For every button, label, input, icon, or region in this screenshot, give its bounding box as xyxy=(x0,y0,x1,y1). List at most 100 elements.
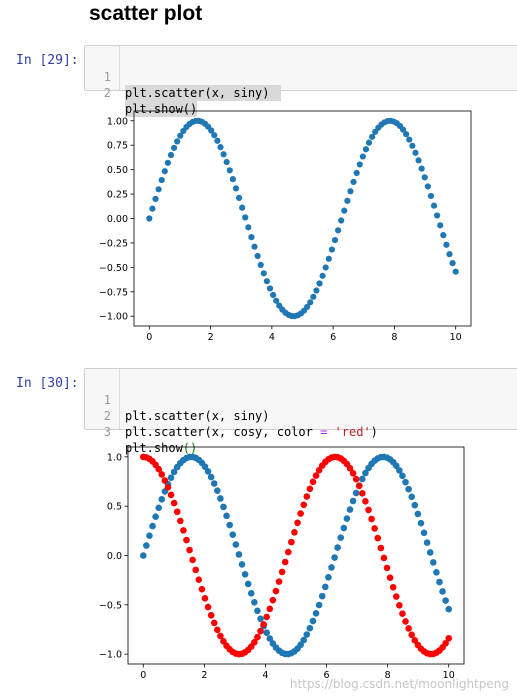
data-point-sin xyxy=(152,513,159,521)
data-point-sin xyxy=(340,524,348,532)
data-point-sin xyxy=(239,204,246,211)
data-point-sin xyxy=(343,515,351,522)
code-line[interactable]: 2 plt.scatter(x, cosy, color = 'red') xyxy=(85,392,378,439)
data-point-cos xyxy=(161,477,169,484)
code-token: plt.scatter(x, cosy, color xyxy=(125,425,321,439)
data-point-sin xyxy=(399,472,406,480)
data-point-sin xyxy=(445,605,453,613)
data-point-sin xyxy=(421,174,428,181)
y-tick-label: 0.75 xyxy=(107,141,128,152)
data-point-sin xyxy=(427,192,435,200)
data-point-sin xyxy=(408,493,416,501)
data-point-sin xyxy=(331,554,338,561)
data-point-sin xyxy=(344,197,351,204)
y-tick-label: −0.75 xyxy=(99,287,128,298)
data-point-sin xyxy=(300,636,308,644)
data-point-cos xyxy=(359,490,366,497)
data-point-cos xyxy=(164,484,172,491)
data-point-sin xyxy=(155,504,162,512)
code-line[interactable]: 1 plt.scatter(x, siny) xyxy=(85,376,270,423)
data-point-sin xyxy=(207,473,215,481)
data-point-cos xyxy=(269,596,277,604)
data-point-cos xyxy=(291,529,298,536)
x-tick-label: 4 xyxy=(269,332,275,343)
x-tick-label: 8 xyxy=(391,332,397,343)
data-point-sin xyxy=(369,133,376,140)
code-line[interactable]: 3 plt.show() xyxy=(85,408,197,455)
data-point-cos xyxy=(408,631,416,639)
code-line[interactable]: 2 plt.show() xyxy=(85,69,198,117)
data-point-sin xyxy=(152,195,159,202)
scatter-plot-sin: 0 2 4 6 8 10 −1.00 −0.75 −0.50 −0.25 0.00 0.25 0.50 0… xyxy=(99,110,472,343)
data-point-sin xyxy=(434,212,441,219)
data-point-cos xyxy=(352,475,360,483)
code-text[interactable]: plt.scatter(x, cosy, color = 'red') xyxy=(125,424,378,440)
y-tick-label: 1.0 xyxy=(107,452,122,463)
data-point-sin xyxy=(359,475,366,483)
y-tick-label: −0.50 xyxy=(99,263,128,274)
data-point-sin xyxy=(245,224,252,231)
data-point-sin xyxy=(235,551,243,558)
data-point-sin xyxy=(430,202,438,209)
data-point-cos xyxy=(442,639,449,647)
code-token: plt.show xyxy=(125,441,183,455)
data-point-sin xyxy=(220,151,227,158)
data-point-sin xyxy=(149,205,156,212)
code-string: 'red' xyxy=(334,425,371,439)
data-point-sin xyxy=(214,137,221,144)
data-point-sin xyxy=(273,297,280,304)
data-point-sin xyxy=(310,293,317,300)
data-point-sin xyxy=(399,126,407,133)
code-text[interactable]: plt.show() xyxy=(125,440,197,456)
data-point-sin xyxy=(214,487,221,494)
y-tick-label: 0.50 xyxy=(107,165,128,176)
y-tick-label: −0.25 xyxy=(99,238,128,249)
data-point-sin xyxy=(307,299,314,306)
data-point-sin xyxy=(362,469,369,477)
data-point-sin xyxy=(417,519,425,527)
data-point-cos xyxy=(349,469,357,477)
data-point-sin xyxy=(167,474,175,481)
data-point-sin xyxy=(235,194,243,202)
data-point-cos xyxy=(368,515,375,523)
code-text[interactable]: plt.scatter(x, siny) xyxy=(125,85,281,101)
data-point-sin xyxy=(430,559,437,566)
y-tick-label: 0.00 xyxy=(107,214,128,225)
line-number-gutter xyxy=(85,46,120,90)
data-point-cos xyxy=(201,595,209,602)
x-tick-label: 10 xyxy=(450,332,462,343)
y-tick-label: −0.5 xyxy=(99,600,122,611)
data-point-sin xyxy=(365,139,373,146)
data-point-cos xyxy=(294,519,301,527)
data-point-sin xyxy=(257,261,264,269)
data-point-sin xyxy=(223,512,230,520)
data-point-cos xyxy=(195,576,203,583)
y-tick-label: 0.25 xyxy=(107,190,128,201)
data-point-cos xyxy=(275,578,283,585)
data-point-sin xyxy=(158,176,165,184)
data-point-sin xyxy=(149,522,156,530)
data-point-sin xyxy=(251,599,258,606)
data-point-sin xyxy=(353,169,360,177)
data-point-sin xyxy=(146,215,153,222)
data-point-sin xyxy=(334,227,342,234)
data-point-cos xyxy=(306,485,314,493)
data-point-cos xyxy=(405,625,412,632)
data-point-cos xyxy=(158,471,166,478)
line-number: 2 xyxy=(103,409,111,423)
code-cell-input[interactable]: 1 plt.scatter(x, siny) 2 plt.scatter(x, … xyxy=(84,368,517,455)
code-text[interactable]: plt.scatter(x, siny) xyxy=(125,409,270,423)
data-point-sin xyxy=(439,588,446,595)
data-point-sin xyxy=(334,544,341,551)
data-point-sin xyxy=(232,541,240,548)
data-point-sin xyxy=(424,183,431,190)
data-point-sin xyxy=(139,552,147,559)
x-tick-label: 2 xyxy=(208,332,214,343)
data-point-sin xyxy=(174,138,181,145)
code-text[interactable]: plt.show() xyxy=(125,101,198,117)
code-line[interactable]: 1 plt.scatter(x, siny) xyxy=(85,53,281,101)
data-point-sin xyxy=(316,280,323,287)
data-point-cos xyxy=(402,618,409,625)
data-point-cos xyxy=(254,633,261,641)
code-cell-input[interactable]: 1 plt.scatter(x, siny) 2 plt.show() xyxy=(84,45,517,117)
